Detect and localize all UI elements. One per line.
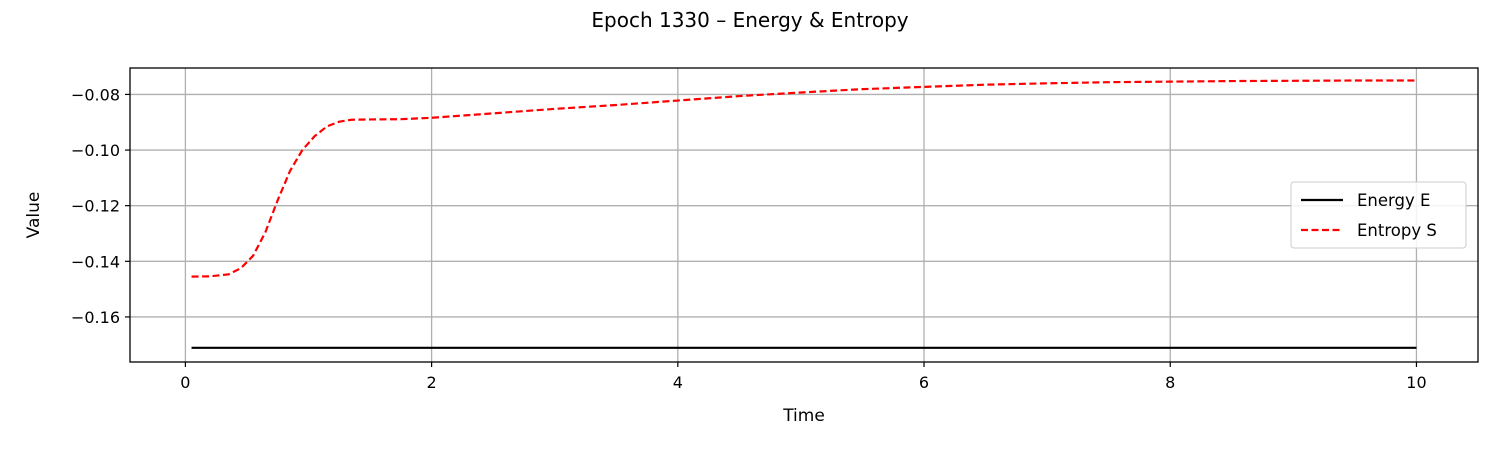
x-tick-label: 4 xyxy=(673,373,683,392)
legend-label-entropy: Entropy S xyxy=(1357,221,1437,240)
x-tick-label: 10 xyxy=(1406,373,1426,392)
x-tick-label: 2 xyxy=(427,373,437,392)
x-tick-label: 0 xyxy=(180,373,190,392)
x-axis-title: Time xyxy=(782,406,825,426)
legend-label-energy: Energy E xyxy=(1357,191,1430,210)
x-tick-label: 6 xyxy=(919,373,929,392)
y-tick-label: −0.10 xyxy=(71,141,120,160)
legend-box xyxy=(1290,181,1467,249)
legend: Energy E Entropy S xyxy=(1290,181,1467,249)
y-tick-label: −0.08 xyxy=(71,85,120,104)
x-tick-label: 8 xyxy=(1165,373,1175,392)
series-line-entropy xyxy=(191,79,1417,278)
y-tick-label: −0.12 xyxy=(71,197,120,216)
plot-frame xyxy=(129,67,1479,363)
ticks: 0 2 4 6 8 10 −0.16 −0.14 −0.12 −0.10 −0.08 xyxy=(71,85,1427,392)
chart-title: Epoch 1330 – Energy & Entropy xyxy=(591,8,908,32)
y-tick-label: −0.16 xyxy=(71,308,120,327)
y-axis-title: Value xyxy=(24,192,44,239)
y-tick-label: −0.14 xyxy=(71,252,120,271)
series-layer xyxy=(191,79,1417,349)
grid xyxy=(130,68,1478,362)
